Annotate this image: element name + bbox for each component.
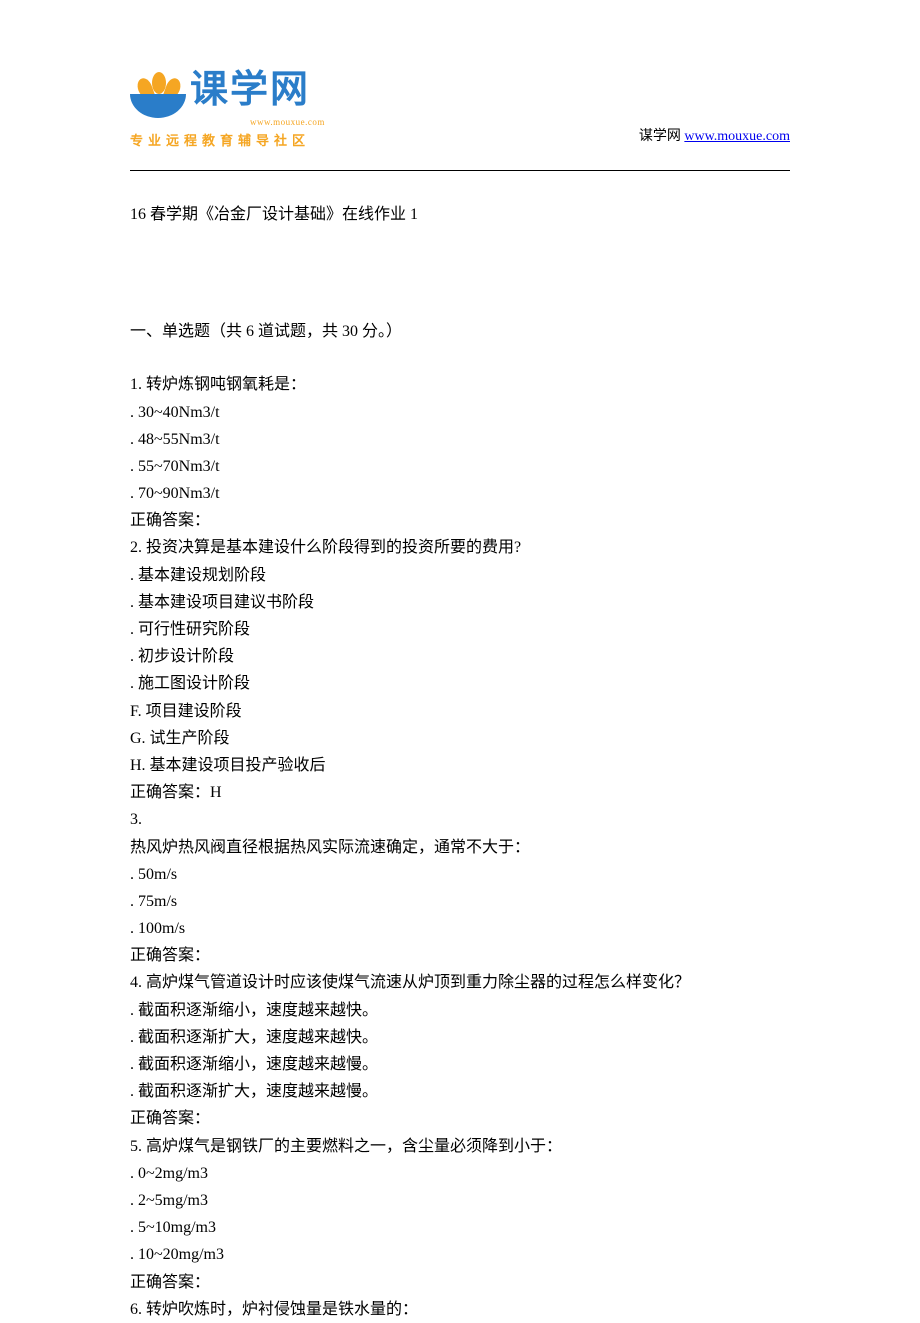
q2-opt-a: . 基本建设规划阶段 <box>130 562 790 589</box>
q2-opt-g: G. 试生产阶段 <box>130 725 790 752</box>
q2-answer: 正确答案：H <box>130 779 790 806</box>
question-4: 4. 高炉煤气管道设计时应该使煤气流速从炉顶到重力除尘器的过程怎么样变化？ . … <box>130 969 790 1132</box>
section-header: 一、单选题（共 6 道试题，共 30 分。） <box>130 318 790 345</box>
question-1: 1. 转炉炼钢吨钢氧耗是： . 30~40Nm3/t . 48~55Nm3/t … <box>130 371 790 534</box>
q2-opt-h: H. 基本建设项目投产验收后 <box>130 752 790 779</box>
q2-opt-c: . 可行性研究阶段 <box>130 616 790 643</box>
logo-icon <box>130 72 186 118</box>
q3-answer: 正确答案： <box>130 942 790 969</box>
q3-stem-text: 热风炉热风阀直径根据热风实际流速确定，通常不大于： <box>130 834 790 861</box>
document-body: 16 春学期《冶金厂设计基础》在线作业 1 一、单选题（共 6 道试题，共 30… <box>0 201 920 1323</box>
q3-opt-b: . 75m/s <box>130 888 790 915</box>
q1-stem: 1. 转炉炼钢吨钢氧耗是： <box>130 371 790 398</box>
q4-opt-b: . 截面积逐渐扩大，速度越来越快。 <box>130 1024 790 1051</box>
question-6: 6. 转炉吹炼时，炉衬侵蚀量是铁水量的： <box>130 1296 790 1323</box>
q6-stem: 6. 转炉吹炼时，炉衬侵蚀量是铁水量的： <box>130 1296 790 1323</box>
q1-answer: 正确答案： <box>130 507 790 534</box>
q5-opt-a: . 0~2mg/m3 <box>130 1160 790 1187</box>
q2-opt-e: . 施工图设计阶段 <box>130 670 790 697</box>
q4-opt-c: . 截面积逐渐缩小，速度越来越慢。 <box>130 1051 790 1078</box>
logo-url-text: www.mouxue.com <box>250 115 325 129</box>
question-3: 3. 热风炉热风阀直径根据热风实际流速确定，通常不大于： . 50m/s . 7… <box>130 806 790 969</box>
q5-stem: 5. 高炉煤气是钢铁厂的主要燃料之一，含尘量必须降到小于： <box>130 1133 790 1160</box>
logo-block: 课学网 www.mouxue.com 专业远程教育辅导社区 <box>130 60 325 152</box>
q3-stem-num: 3. <box>130 806 790 833</box>
q4-opt-d: . 截面积逐渐扩大，速度越来越慢。 <box>130 1078 790 1105</box>
q1-opt-a: . 30~40Nm3/t <box>130 399 790 426</box>
site-label-text: 谋学网 <box>639 129 685 144</box>
q5-opt-d: . 10~20mg/m3 <box>130 1241 790 1268</box>
q4-answer: 正确答案： <box>130 1105 790 1132</box>
q5-answer: 正确答案： <box>130 1269 790 1296</box>
q1-opt-c: . 55~70Nm3/t <box>130 453 790 480</box>
q4-opt-a: . 截面积逐渐缩小，速度越来越快。 <box>130 997 790 1024</box>
question-5: 5. 高炉煤气是钢铁厂的主要燃料之一，含尘量必须降到小于： . 0~2mg/m3… <box>130 1133 790 1296</box>
logo-brand-name: 课学网 <box>190 60 325 121</box>
header-site-label: 谋学网 www.mouxue.com <box>639 126 790 152</box>
q3-opt-a: . 50m/s <box>130 861 790 888</box>
q5-opt-c: . 5~10mg/m3 <box>130 1214 790 1241</box>
logo-tagline: 专业远程教育辅导社区 <box>130 131 310 152</box>
question-2: 2. 投资决算是基本建设什么阶段得到的投资所要的费用? . 基本建设规划阶段 .… <box>130 534 790 806</box>
logo-text: 课学网 www.mouxue.com <box>190 60 325 129</box>
q2-opt-d: . 初步设计阶段 <box>130 643 790 670</box>
document-title: 16 春学期《冶金厂设计基础》在线作业 1 <box>130 201 790 228</box>
q2-opt-b: . 基本建设项目建议书阶段 <box>130 589 790 616</box>
logo-top-row: 课学网 www.mouxue.com <box>130 60 325 129</box>
q5-opt-b: . 2~5mg/m3 <box>130 1187 790 1214</box>
q1-opt-d: . 70~90Nm3/t <box>130 480 790 507</box>
q1-opt-b: . 48~55Nm3/t <box>130 426 790 453</box>
page-header: 课学网 www.mouxue.com 专业远程教育辅导社区 谋学网 www.mo… <box>0 0 920 162</box>
q4-stem: 4. 高炉煤气管道设计时应该使煤气流速从炉顶到重力除尘器的过程怎么样变化？ <box>130 969 790 996</box>
header-divider <box>130 170 790 171</box>
site-link[interactable]: www.mouxue.com <box>684 129 790 144</box>
q3-opt-c: . 100m/s <box>130 915 790 942</box>
q2-stem: 2. 投资决算是基本建设什么阶段得到的投资所要的费用? <box>130 534 790 561</box>
q2-opt-f: F. 项目建设阶段 <box>130 698 790 725</box>
